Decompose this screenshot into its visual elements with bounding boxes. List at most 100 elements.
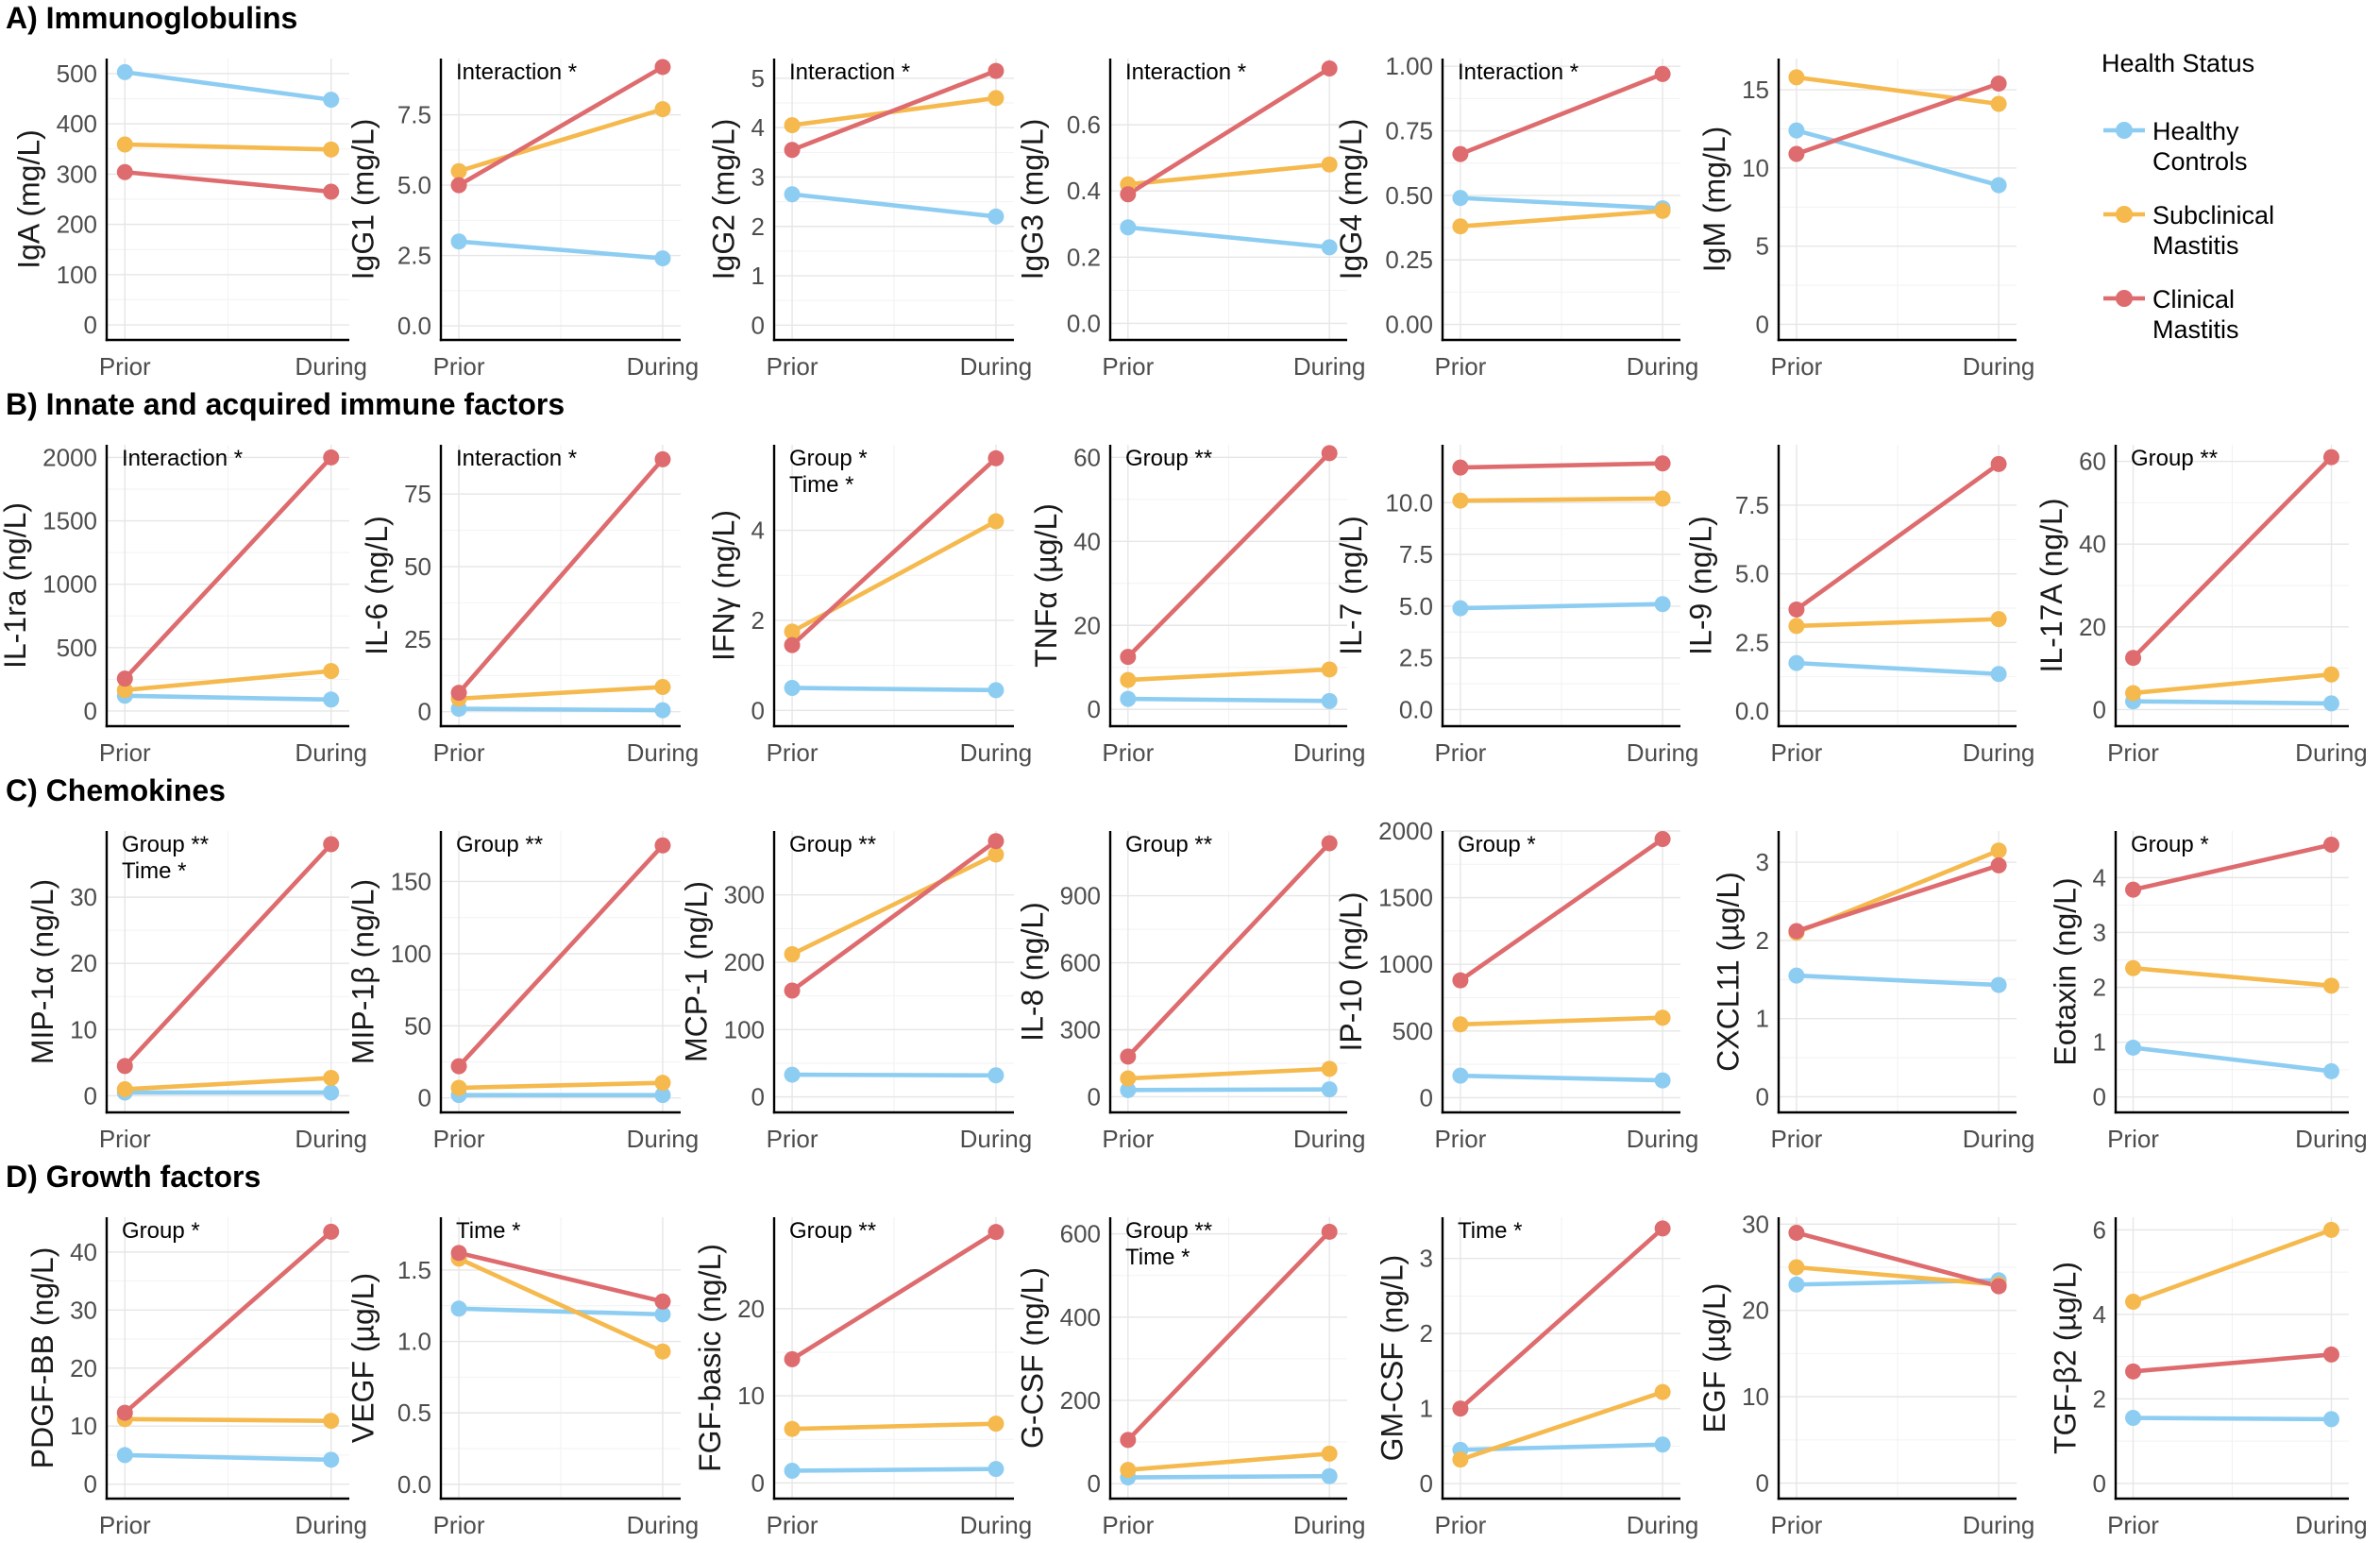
data-point-healthy[interactable] xyxy=(116,1447,133,1464)
data-point-healthy[interactable] xyxy=(1120,690,1137,707)
data-point-subclinical[interactable] xyxy=(784,1420,801,1437)
data-point-clinical[interactable] xyxy=(323,836,340,853)
data-point-subclinical[interactable] xyxy=(323,1070,340,1087)
data-point-subclinical[interactable] xyxy=(323,663,340,680)
data-point-clinical[interactable] xyxy=(2125,650,2142,667)
data-point-subclinical[interactable] xyxy=(2322,666,2339,683)
data-point-subclinical[interactable] xyxy=(654,679,671,696)
data-point-clinical[interactable] xyxy=(784,1350,801,1367)
data-point-clinical[interactable] xyxy=(1788,923,1805,940)
data-point-subclinical[interactable] xyxy=(1452,1451,1469,1468)
data-point-subclinical[interactable] xyxy=(450,1079,467,1096)
data-point-clinical[interactable] xyxy=(2125,1363,2142,1380)
data-point-healthy[interactable] xyxy=(1788,967,1805,984)
data-point-subclinical[interactable] xyxy=(2322,1221,2339,1238)
data-point-healthy[interactable] xyxy=(784,1462,801,1479)
data-point-healthy[interactable] xyxy=(2322,1411,2339,1428)
data-point-subclinical[interactable] xyxy=(654,1343,671,1360)
data-point-subclinical[interactable] xyxy=(2125,1293,2142,1310)
data-point-healthy[interactable] xyxy=(987,682,1004,699)
data-point-subclinical[interactable] xyxy=(654,1075,671,1092)
data-point-clinical[interactable] xyxy=(1654,830,1671,847)
data-point-healthy[interactable] xyxy=(2125,1410,2142,1427)
data-point-healthy[interactable] xyxy=(1321,1467,1338,1484)
data-point-healthy[interactable] xyxy=(987,1461,1004,1478)
data-point-healthy[interactable] xyxy=(1788,1276,1805,1293)
data-point-subclinical[interactable] xyxy=(1788,1259,1805,1276)
data-point-subclinical[interactable] xyxy=(323,141,340,158)
data-point-healthy[interactable] xyxy=(1452,190,1469,207)
data-point-healthy[interactable] xyxy=(450,1300,467,1317)
data-point-clinical[interactable] xyxy=(987,1224,1004,1241)
data-point-clinical[interactable] xyxy=(1452,459,1469,476)
data-point-healthy[interactable] xyxy=(1990,976,2007,993)
data-point-clinical[interactable] xyxy=(1990,75,2007,92)
data-point-clinical[interactable] xyxy=(450,685,467,702)
data-point-clinical[interactable] xyxy=(1452,145,1469,162)
data-point-healthy[interactable] xyxy=(1452,600,1469,617)
data-point-subclinical[interactable] xyxy=(1321,1445,1338,1462)
data-point-subclinical[interactable] xyxy=(1120,1070,1137,1087)
data-point-healthy[interactable] xyxy=(1120,1081,1137,1098)
data-point-subclinical[interactable] xyxy=(1321,1060,1338,1077)
data-point-subclinical[interactable] xyxy=(1452,218,1469,235)
data-point-healthy[interactable] xyxy=(1654,1072,1671,1089)
data-point-healthy[interactable] xyxy=(1788,654,1805,671)
data-point-clinical[interactable] xyxy=(450,177,467,194)
data-point-clinical[interactable] xyxy=(1990,1278,2007,1295)
data-point-healthy[interactable] xyxy=(654,1087,671,1104)
data-point-healthy[interactable] xyxy=(323,1084,340,1101)
data-point-healthy[interactable] xyxy=(654,1306,671,1323)
data-point-clinical[interactable] xyxy=(2322,449,2339,466)
data-point-healthy[interactable] xyxy=(1990,177,2007,194)
data-point-healthy[interactable] xyxy=(1452,1067,1469,1084)
data-point-clinical[interactable] xyxy=(784,982,801,999)
data-point-subclinical[interactable] xyxy=(987,513,1004,530)
data-point-subclinical[interactable] xyxy=(1788,69,1805,86)
data-point-clinical[interactable] xyxy=(1321,445,1338,462)
data-point-clinical[interactable] xyxy=(116,163,133,180)
data-point-clinical[interactable] xyxy=(1120,649,1137,666)
data-point-subclinical[interactable] xyxy=(2322,977,2339,994)
data-point-clinical[interactable] xyxy=(2322,1346,2339,1363)
data-point-subclinical[interactable] xyxy=(987,90,1004,107)
data-point-clinical[interactable] xyxy=(1990,455,2007,472)
data-point-clinical[interactable] xyxy=(1990,856,2007,873)
data-point-subclinical[interactable] xyxy=(784,623,801,640)
data-point-clinical[interactable] xyxy=(987,62,1004,79)
data-point-subclinical[interactable] xyxy=(784,117,801,134)
data-point-clinical[interactable] xyxy=(116,1058,133,1075)
data-point-healthy[interactable] xyxy=(450,233,467,250)
data-point-clinical[interactable] xyxy=(654,1293,671,1310)
legend-item-clinical[interactable]: Clinical Mastitis xyxy=(2103,285,2242,344)
data-point-subclinical[interactable] xyxy=(654,101,671,118)
data-point-clinical[interactable] xyxy=(784,636,801,653)
data-point-subclinical[interactable] xyxy=(450,162,467,179)
data-point-clinical[interactable] xyxy=(1788,145,1805,162)
data-point-clinical[interactable] xyxy=(323,449,340,466)
data-point-subclinical[interactable] xyxy=(1990,842,2007,859)
data-point-clinical[interactable] xyxy=(1321,1223,1338,1240)
data-point-healthy[interactable] xyxy=(1788,122,1805,139)
data-point-clinical[interactable] xyxy=(116,670,133,687)
data-point-healthy[interactable] xyxy=(2125,1039,2142,1056)
data-point-healthy[interactable] xyxy=(323,1451,340,1468)
data-point-clinical[interactable] xyxy=(2322,837,2339,854)
data-point-healthy[interactable] xyxy=(1321,692,1338,709)
data-point-clinical[interactable] xyxy=(323,1223,340,1240)
data-point-clinical[interactable] xyxy=(1321,60,1338,77)
data-point-subclinical[interactable] xyxy=(1321,661,1338,678)
legend-item-healthy[interactable]: Healthy Controls xyxy=(2103,117,2248,176)
data-point-healthy[interactable] xyxy=(1654,1436,1671,1453)
data-point-subclinical[interactable] xyxy=(1654,1383,1671,1400)
data-point-healthy[interactable] xyxy=(323,691,340,708)
data-point-subclinical[interactable] xyxy=(323,1413,340,1430)
data-point-healthy[interactable] xyxy=(1321,239,1338,256)
data-point-healthy[interactable] xyxy=(116,63,133,80)
data-point-clinical[interactable] xyxy=(1321,835,1338,852)
data-point-clinical[interactable] xyxy=(1120,186,1137,203)
data-point-subclinical[interactable] xyxy=(1990,611,2007,628)
data-point-healthy[interactable] xyxy=(323,92,340,109)
data-point-healthy[interactable] xyxy=(784,186,801,203)
data-point-subclinical[interactable] xyxy=(987,846,1004,863)
